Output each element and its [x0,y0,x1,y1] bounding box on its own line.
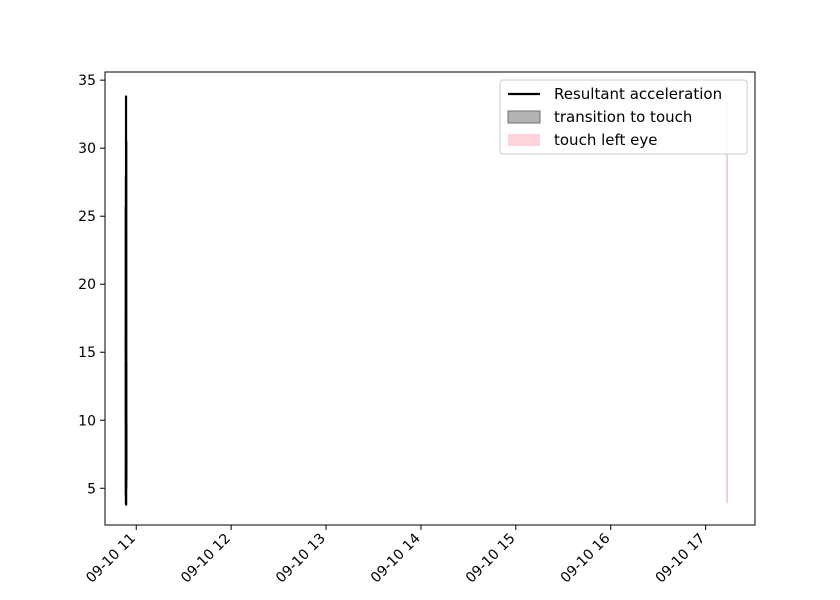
legend: Resultant acceleration transition to touc… [499,79,748,155]
legend-label: transition to touch [554,108,692,126]
highlight-spans [726,101,728,504]
y-tick-label: 15 [78,345,96,361]
legend-label: Resultant acceleration [554,85,722,103]
legend-swatch [508,134,540,146]
y-tick-label: 30 [78,141,96,157]
y-tick-label: 25 [78,209,96,225]
series-layer [124,95,128,506]
span-touch-left-eye [726,101,728,504]
y-tick-label: 20 [78,277,96,293]
legend-label: touch left eye [554,131,657,149]
legend-box [499,79,748,155]
y-tick-label: 35 [78,73,96,89]
y-tick-label: 10 [78,413,96,429]
series-line-resultant-acceleration [124,95,128,506]
y-tick-label: 5 [87,481,96,497]
y-axis: 5 10 15 20 25 30 35 [78,73,105,497]
axes-frame [104,71,756,526]
legend-swatch [507,110,541,124]
